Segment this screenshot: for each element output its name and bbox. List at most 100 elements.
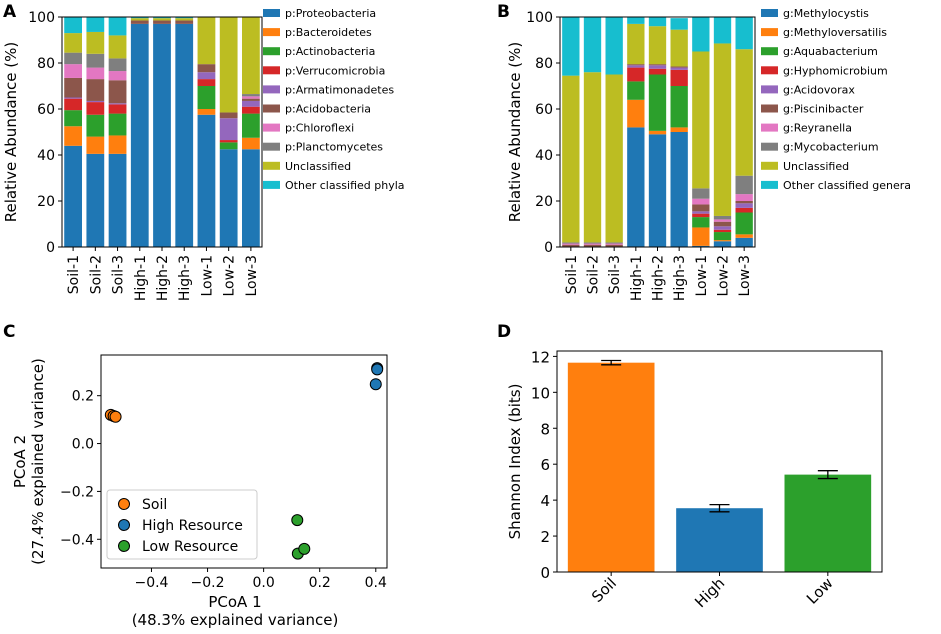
x-tick-label: Low-1 — [199, 255, 215, 297]
bar-segment — [175, 18, 194, 21]
bar-segment — [692, 198, 710, 205]
y-tick-label: 20 — [37, 194, 55, 210]
bar-segment — [605, 17, 623, 75]
bar-segment — [670, 69, 688, 86]
y-tick-label: 0.2 — [72, 389, 94, 405]
bar-segment — [108, 71, 127, 81]
legend-label: g:Methyloversatilis — [783, 26, 887, 39]
legend-label: p:Acidobacteria — [285, 103, 371, 116]
bar-segment — [713, 240, 732, 242]
legend-label: g:Reyranella — [783, 122, 852, 135]
y-axis-label: Relative Abundance (%) — [2, 42, 20, 222]
bar-segment — [735, 207, 753, 213]
bar-segment — [108, 135, 127, 154]
bar-segment — [64, 33, 82, 53]
plot-frame — [556, 350, 883, 573]
bar-segment — [605, 244, 623, 247]
bar-segment — [735, 203, 753, 208]
legend-marker — [118, 540, 130, 552]
bar-segment — [219, 112, 238, 119]
y-tick-label: 60 — [535, 102, 553, 118]
scatter-point — [109, 410, 122, 423]
legend-swatch — [263, 9, 280, 17]
legend: p:Proteobacteria p:Bacteroidetes p:Actinob… — [263, 7, 405, 192]
bar-segment — [64, 77, 82, 98]
bar-segment — [562, 244, 580, 247]
bar-segment — [197, 79, 216, 86]
x-tick-label: Soil-3 — [111, 255, 127, 294]
bar-segment — [64, 97, 82, 99]
bar-segment — [197, 72, 216, 80]
legend-swatch — [761, 104, 778, 113]
bar-segment — [197, 17, 216, 65]
bar-segment — [670, 67, 688, 70]
x-tick-label: Soil-2 — [586, 255, 602, 294]
x-tick-label: −0.4 — [134, 575, 168, 591]
bar-segment — [130, 23, 149, 248]
bar-segment — [562, 17, 580, 76]
legend-swatch — [263, 28, 280, 37]
bar-segment — [86, 67, 105, 80]
bar-segment — [605, 242, 623, 244]
legend-swatch — [761, 66, 778, 75]
panel-letter: C — [3, 322, 15, 342]
legend-swatch — [263, 142, 280, 151]
bar-segment — [562, 242, 580, 244]
bar-segment — [64, 17, 82, 34]
bar-segment — [175, 20, 194, 24]
legend-label: p:Planctomycetes — [285, 141, 383, 154]
bar-segment — [219, 142, 238, 150]
y-tick-label: −0.4 — [60, 532, 94, 548]
bar-segment — [670, 132, 688, 247]
legend-label: g:Acidovorax — [783, 83, 855, 96]
bar-segment — [242, 96, 260, 99]
y-tick-label: 100 — [28, 10, 55, 26]
legend-label: p:Verrucomicrobia — [285, 64, 385, 77]
x-tick-label: High-2 — [651, 255, 667, 301]
bar-segment — [583, 244, 602, 247]
bar-segment — [735, 194, 753, 201]
legend-label: g:Piscinibacter — [783, 103, 864, 116]
bar-segment — [64, 64, 82, 78]
bar-segment — [627, 64, 645, 66]
legend-swatch — [761, 142, 778, 151]
bar-segment — [108, 35, 127, 59]
bar-segment — [86, 100, 105, 103]
bar-segment — [108, 17, 127, 36]
legend-swatch — [263, 66, 280, 75]
legend-swatch — [263, 85, 280, 94]
bar-segment — [242, 106, 260, 114]
x-tick-label: Low-3 — [737, 255, 753, 297]
x-tick-label: High-2 — [155, 255, 171, 301]
legend-label: Unclassified — [783, 160, 849, 173]
bar-segment — [713, 215, 732, 220]
legend-swatch — [761, 161, 778, 170]
panel-letter: A — [3, 2, 17, 22]
bar-segment — [175, 17, 194, 19]
scatter-point — [291, 514, 304, 527]
bar-segment — [648, 26, 667, 65]
bar-segment — [242, 100, 260, 107]
bar-segment — [583, 242, 602, 244]
legend-swatch — [263, 104, 280, 113]
bar — [784, 474, 872, 572]
bar-segment — [64, 110, 82, 127]
bar-segment — [153, 18, 171, 21]
x-tick-label: Low-1 — [694, 255, 710, 297]
bar-segment — [562, 243, 580, 245]
scatter-point — [298, 542, 311, 555]
bar-segment — [242, 149, 260, 247]
y-tick-label: 8 — [540, 420, 550, 438]
bar-segment — [670, 18, 688, 30]
bar-segment — [713, 229, 732, 233]
y-tick-label: 12 — [531, 348, 550, 366]
y-tick-label: 100 — [526, 10, 553, 26]
bar-segment — [735, 234, 753, 238]
y-tick-label: −0.2 — [60, 484, 94, 500]
legend-label: p:Actinobacteria — [285, 45, 375, 58]
legend-marker — [118, 519, 130, 531]
x-tick-label: Low-2 — [716, 255, 732, 297]
x-tick-label: High-1 — [629, 255, 645, 301]
